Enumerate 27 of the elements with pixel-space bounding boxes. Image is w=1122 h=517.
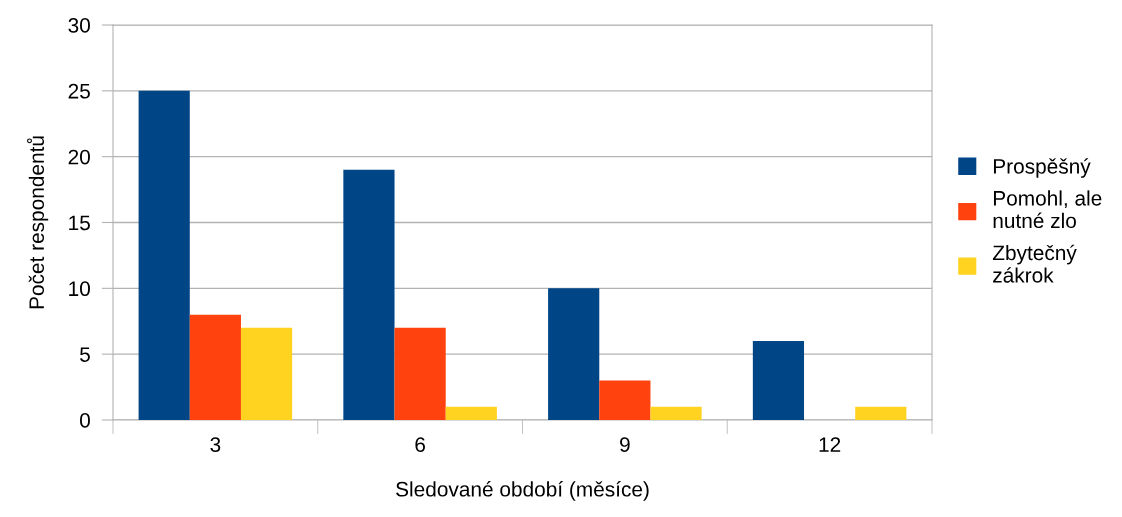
bar [343,169,395,420]
y-tick-label: 0 [80,413,90,428]
y-axis-title: Počet respondentů [27,136,49,309]
bar [548,288,600,420]
bar [650,406,702,420]
y-tick-label: 5 [80,347,90,362]
x-axis-title: Sledované období (měsíce) [396,481,649,501]
x-tick-label: 12 [819,437,841,452]
bar [394,327,446,420]
y-tick-label: 20 [68,149,90,165]
bar [240,327,293,420]
bar [138,90,190,420]
x-tick-label: 6 [415,437,425,452]
y-tick-label: 25 [68,83,90,99]
bar [445,406,497,420]
legend-label: Pomohl, ale nutné zlo [993,190,1102,229]
x-tick-label: 3 [210,437,221,452]
bar [599,380,651,420]
y-tick-label: 15 [69,215,90,231]
bar [189,314,241,420]
y-tick-label: 10 [69,281,90,297]
x-tick-label: 9 [620,437,630,452]
legend-label: Prospěšný [993,158,1091,178]
bar [752,341,805,420]
bar [855,406,907,420]
legend-label: Zbytečný zákrok [992,244,1077,283]
y-tick-label: 30 [68,18,90,33]
